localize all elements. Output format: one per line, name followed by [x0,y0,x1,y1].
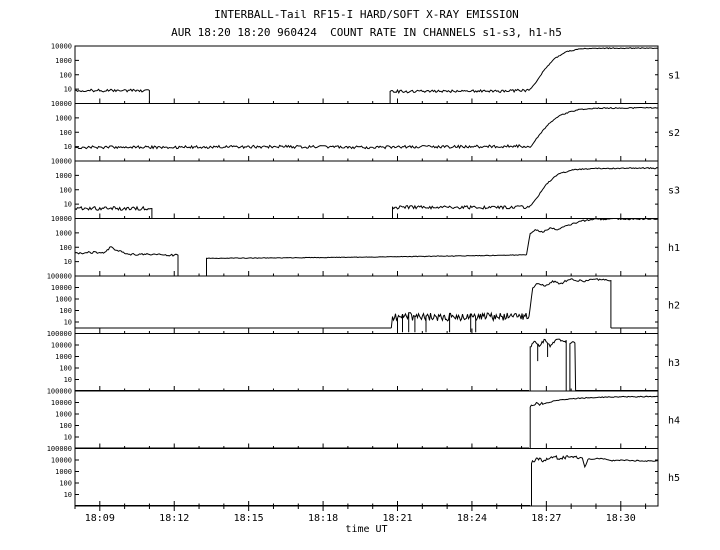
tick-label: 100000 [47,330,72,338]
tick-label: 100000 [47,273,72,281]
tick-label: 18:18 [308,513,338,524]
tick-label: 10 [64,434,72,442]
series-h3-seg1 [529,338,567,391]
tick-label: 18:15 [234,513,264,524]
tick-label: 10000 [51,284,72,292]
tick-label: 10000 [51,457,72,465]
tick-label: 1000 [55,229,72,237]
tick-label: 10 [64,376,72,384]
tick-label: 1000 [55,114,72,122]
tick-label: 100 [59,186,72,194]
panel-h1: 10 100 1000 10000 h1 [51,215,680,277]
panel-h5: 10 100 1000 10000 100000 h5 [47,445,680,507]
panel-frame [74,160,659,219]
tick-label: 10000 [51,43,72,51]
series-s1-seg2 [528,47,659,91]
tick-label: 100000 [47,388,72,396]
series-h4-seg1 [529,401,545,448]
series-s2-seg0 [74,143,532,150]
series-h1-seg0 [74,246,179,276]
tick-label: 1000 [55,411,72,419]
tick-label: 100 [59,365,72,373]
panel-h3: 10 100 1000 10000 100000 h3 [47,330,680,392]
tick-label: 100 [59,244,72,252]
tick-label: 10000 [51,215,72,223]
tick-label: 18:24 [457,513,487,524]
tick-label: s3 [668,185,680,196]
panel-s3: 10 100 1000 10000 s3 [51,158,680,219]
series-h5-seg3 [587,457,659,462]
tick-label: 10000 [51,100,72,108]
chart-subtitle: AUR 18:20 18:20 960424 COUNT RATE IN CHA… [171,26,562,39]
tick-label: 100 [59,71,72,79]
x-axis-label: time UT [345,524,388,535]
tick-label: 10 [64,491,72,499]
series-h2-seg1 [390,311,530,333]
tick-label: s1 [668,70,680,81]
panel-frame [74,390,659,449]
x-axis: 18:09 18:12 18:15 18:18 18:21 18:24 18:27 18:30 [74,506,647,524]
tick-label: 1000 [55,57,72,65]
tick-label: 1000 [55,353,72,361]
tick-label: 18:21 [382,513,412,524]
series-h5-seg2 [581,457,589,469]
tick-label: h5 [668,473,680,484]
tick-label: 10000 [51,399,72,407]
panel-frame [74,333,659,392]
panel-frame [74,103,659,162]
tick-label: 1000 [55,468,72,476]
tick-label: 10 [64,258,72,266]
panel-h2: 10 100 1000 10000 100000 h2 [47,273,680,334]
series-s1-seg0 [74,88,150,104]
panel-h4: 10 100 1000 10000 100000 h4 [47,388,680,449]
tick-label: s2 [668,128,680,139]
tick-label: h1 [668,243,680,254]
series-s1-seg1 [389,88,530,104]
tick-label: h2 [668,300,680,311]
tick-label: 1000 [55,296,72,304]
tick-label: 10 [64,201,72,209]
tick-label: 100000 [47,445,72,453]
tick-label: 18:30 [606,513,636,524]
chart-title: INTERBALL-Tail RF15-I HARD/SOFT X-RAY EM… [214,8,519,21]
series-h1-seg1 [206,254,527,276]
series-s2-seg1 [531,106,659,147]
panel-frame [74,275,659,334]
series-s3-seg0 [74,205,153,219]
series-h3-seg2 [569,341,577,391]
tick-label: 100 [59,307,72,315]
series-h5-seg1 [531,454,583,506]
tick-label: 10 [64,86,72,94]
tick-label: 10000 [51,342,72,350]
panel-s2: 10 100 1000 10000 s2 [51,100,680,162]
tick-label: 10000 [51,158,72,166]
series-h2-seg2 [528,278,612,328]
series-s3-seg1 [392,204,530,219]
tick-label: h4 [668,415,680,426]
series-h1-seg2 [526,217,659,255]
tick-label: 18:09 [85,513,115,524]
panel-s1: 10 100 1000 10000 s1 [51,43,680,104]
tick-label: 1000 [55,172,72,180]
tick-label: h3 [668,358,680,369]
tick-label: 100 [59,480,72,488]
series-s3-seg2 [528,166,659,208]
panel-frame [74,45,659,104]
series-h4-seg2 [543,395,659,405]
tick-label: 10 [64,319,72,327]
tick-label: 18:27 [531,513,561,524]
tick-label: 100 [59,422,72,430]
tick-label: 18:12 [159,513,189,524]
panel-frame [74,218,659,277]
tick-label: 10 [64,143,72,151]
tick-label: 100 [59,129,72,137]
